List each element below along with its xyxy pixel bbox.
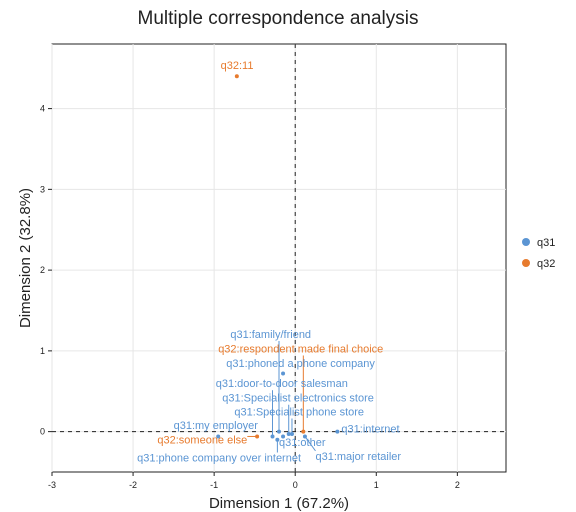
point-label: q31:Specialist electronics store <box>222 393 374 405</box>
point-label: q31:family/friend <box>230 329 311 341</box>
data-points <box>216 74 340 442</box>
data-point <box>277 429 281 434</box>
point-label: q32:someone else <box>157 435 247 447</box>
point-label: q31:phone company over internet <box>137 453 301 465</box>
legend: q31 q32 <box>522 237 555 270</box>
y-tick-label: 4 <box>40 104 45 114</box>
data-point <box>234 74 239 79</box>
data-point <box>275 437 280 442</box>
data-point <box>281 434 286 439</box>
data-point <box>302 434 307 439</box>
x-tick-label: 0 <box>293 480 298 490</box>
data-point <box>281 371 286 376</box>
x-tick-label: -2 <box>129 480 137 490</box>
y-tick-label: 2 <box>40 265 45 275</box>
point-label: q31:other <box>279 437 326 449</box>
label-connectors <box>247 340 316 453</box>
data-point <box>335 429 340 434</box>
y-tick-label: 0 <box>40 427 45 437</box>
x-axis-ticks: -3 -2 -1 0 1 2 <box>48 472 460 490</box>
data-point <box>216 434 221 439</box>
data-point <box>270 434 275 439</box>
legend-key <box>522 238 530 246</box>
x-tick-label: 2 <box>455 480 460 490</box>
data-point <box>301 429 306 434</box>
y-axis-ticks: 0 1 2 3 4 <box>40 104 52 437</box>
point-labels: q31:family/friend q31:phoned a phone comp… <box>137 60 401 464</box>
y-tick-label: 1 <box>40 346 45 356</box>
point-label: q32:respondent made final choice <box>218 343 383 355</box>
data-point <box>286 432 291 437</box>
chart-title: Multiple correspondence analysis <box>138 8 419 29</box>
legend-entry: q31 <box>537 237 555 249</box>
x-tick-label: -3 <box>48 480 56 490</box>
point-label: q31:major retailer <box>315 451 401 463</box>
x-axis-title: Dimension 1 (67.2%) <box>209 495 349 512</box>
legend-key <box>522 259 530 267</box>
x-tick-label: 1 <box>374 480 379 490</box>
y-axis-title: Dimension 2 (32.8%) <box>17 188 34 328</box>
point-label: q31:phoned a phone company <box>226 358 375 370</box>
point-label: q31:my employer <box>174 420 259 432</box>
data-point <box>255 434 260 439</box>
point-label: q31:door-to-door salesman <box>216 378 348 390</box>
point-label: q32:11 <box>221 60 254 72</box>
y-tick-label: 3 <box>40 184 45 194</box>
x-tick-label: -1 <box>210 480 218 490</box>
label-connector <box>304 436 316 452</box>
data-point <box>289 432 294 437</box>
point-label: q31:Specialist phone store <box>234 406 364 418</box>
point-label: q31:internet <box>341 423 399 435</box>
legend-entry: q32 <box>537 258 555 270</box>
